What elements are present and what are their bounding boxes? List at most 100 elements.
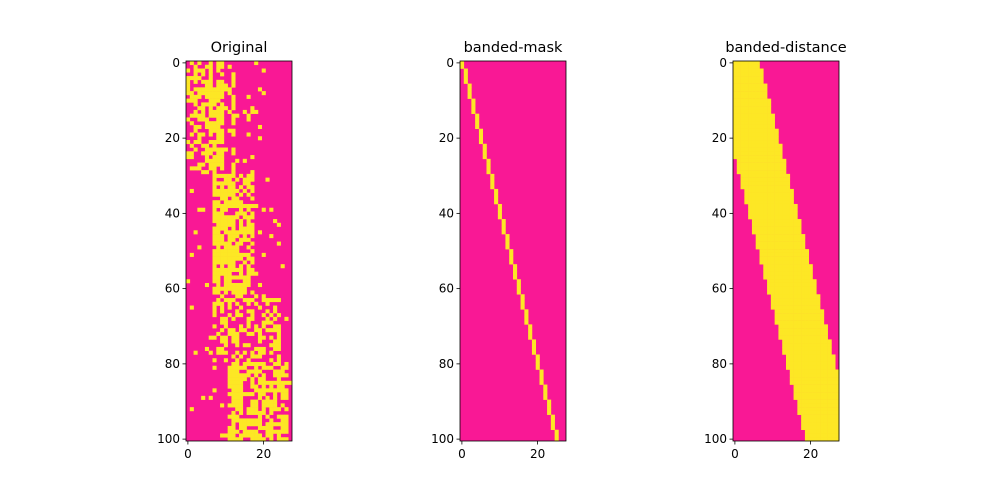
heatmap-cell	[763, 252, 768, 257]
heatmap-cell	[216, 94, 221, 99]
heatmap-cell	[216, 109, 221, 114]
heatmap-cell	[748, 192, 753, 197]
heatmap-cell	[227, 365, 232, 370]
heatmap-cell	[250, 241, 255, 246]
heatmap-cell	[189, 91, 194, 96]
heatmap-cell	[235, 267, 240, 272]
heatmap-cell	[789, 324, 794, 329]
heatmap-cell	[246, 324, 251, 329]
heatmap-cell	[280, 392, 285, 397]
heatmap-cell	[220, 196, 225, 201]
heatmap-cell	[208, 79, 213, 84]
heatmap-cell	[755, 237, 760, 242]
heatmap-cell	[273, 403, 278, 408]
heatmap-cell	[782, 173, 787, 178]
heatmap-cell	[231, 151, 236, 156]
heatmap-cell	[239, 354, 244, 359]
heatmap-cell	[767, 158, 772, 163]
heatmap-cell	[231, 298, 236, 303]
heatmap-cell	[216, 298, 221, 303]
heatmap-cell	[482, 151, 487, 156]
heatmap-cell	[816, 343, 821, 348]
heatmap-cell	[265, 380, 270, 385]
heatmap-cell	[231, 437, 236, 442]
y-tick-label: 100	[157, 432, 180, 446]
heatmap-cell	[804, 388, 810, 393]
heatmap-cell	[759, 192, 764, 197]
heatmap-cell	[212, 309, 217, 314]
heatmap-cell	[524, 320, 529, 325]
heatmap-cell	[231, 245, 236, 250]
heatmap-cell	[239, 403, 244, 408]
heatmap-cell	[797, 249, 802, 254]
heatmap-cell	[269, 399, 274, 404]
heatmap-cell	[273, 328, 278, 333]
heatmap-cell	[789, 222, 794, 227]
heatmap-cell	[804, 395, 810, 400]
heatmap-cell	[816, 328, 821, 333]
heatmap-cell	[789, 354, 794, 359]
heatmap-cell	[235, 331, 240, 336]
heatmap-cell	[223, 219, 228, 224]
heatmap-cell	[759, 170, 764, 175]
heatmap-cell	[242, 260, 247, 265]
heatmap-cell	[789, 290, 794, 295]
heatmap-cell	[797, 410, 802, 415]
heatmap-cell	[789, 279, 794, 284]
heatmap-cell	[801, 267, 806, 272]
heatmap-cell	[276, 346, 281, 351]
heatmap-cell	[823, 328, 828, 333]
heatmap-cell	[786, 335, 791, 340]
heatmap-cell	[273, 219, 278, 224]
heatmap-cell	[246, 192, 251, 197]
heatmap-cell	[804, 343, 810, 348]
heatmap-cell	[288, 380, 293, 385]
heatmap-cell	[751, 158, 757, 163]
heatmap-cell	[767, 286, 772, 291]
heatmap-cell	[801, 241, 806, 246]
heatmap-cell	[789, 203, 794, 209]
heatmap-cell	[789, 369, 794, 374]
heatmap-cell	[736, 151, 741, 156]
heatmap-cell	[242, 226, 247, 231]
heatmap-cell	[201, 117, 206, 122]
heatmap-cell	[231, 117, 236, 122]
heatmap-cell	[755, 132, 760, 137]
heatmap-cell	[759, 121, 764, 126]
heatmap-cell	[494, 188, 499, 193]
heatmap-cell	[816, 418, 821, 423]
heatmap-cell	[759, 203, 764, 209]
heatmap-cell	[736, 155, 741, 160]
heatmap-cell	[280, 422, 285, 427]
heatmap-cell	[257, 388, 263, 393]
heatmap-cell	[197, 140, 202, 145]
heatmap-cell	[490, 177, 495, 182]
heatmap-cell	[774, 298, 779, 303]
heatmap-cell	[475, 113, 480, 118]
heatmap-cell	[782, 219, 787, 224]
heatmap-cell	[189, 94, 194, 99]
heatmap-cell	[284, 418, 289, 423]
heatmap-cell	[531, 339, 537, 344]
heatmap-cell	[774, 279, 779, 284]
heatmap-cell	[804, 418, 810, 423]
heatmap-cell	[744, 87, 749, 92]
heatmap-cell	[231, 215, 236, 220]
heatmap-cell	[280, 380, 285, 385]
x-tick-label: 0	[184, 447, 192, 461]
heatmap-cell	[797, 373, 802, 378]
heatmap-cell	[759, 147, 764, 152]
heatmap-cell	[740, 64, 745, 69]
heatmap-cell	[774, 162, 779, 167]
heatmap-cell	[808, 343, 813, 348]
heatmap-cell	[755, 203, 760, 209]
heatmap-cell	[740, 128, 745, 133]
heatmap-cell	[748, 83, 753, 88]
heatmap-cell	[250, 271, 255, 276]
heatmap-cell	[250, 185, 255, 190]
heatmap-cell	[239, 290, 244, 295]
heatmap-cell	[744, 192, 749, 197]
heatmap-cell	[778, 294, 783, 299]
heatmap-cell	[770, 211, 775, 216]
heatmap-cell	[242, 290, 247, 295]
